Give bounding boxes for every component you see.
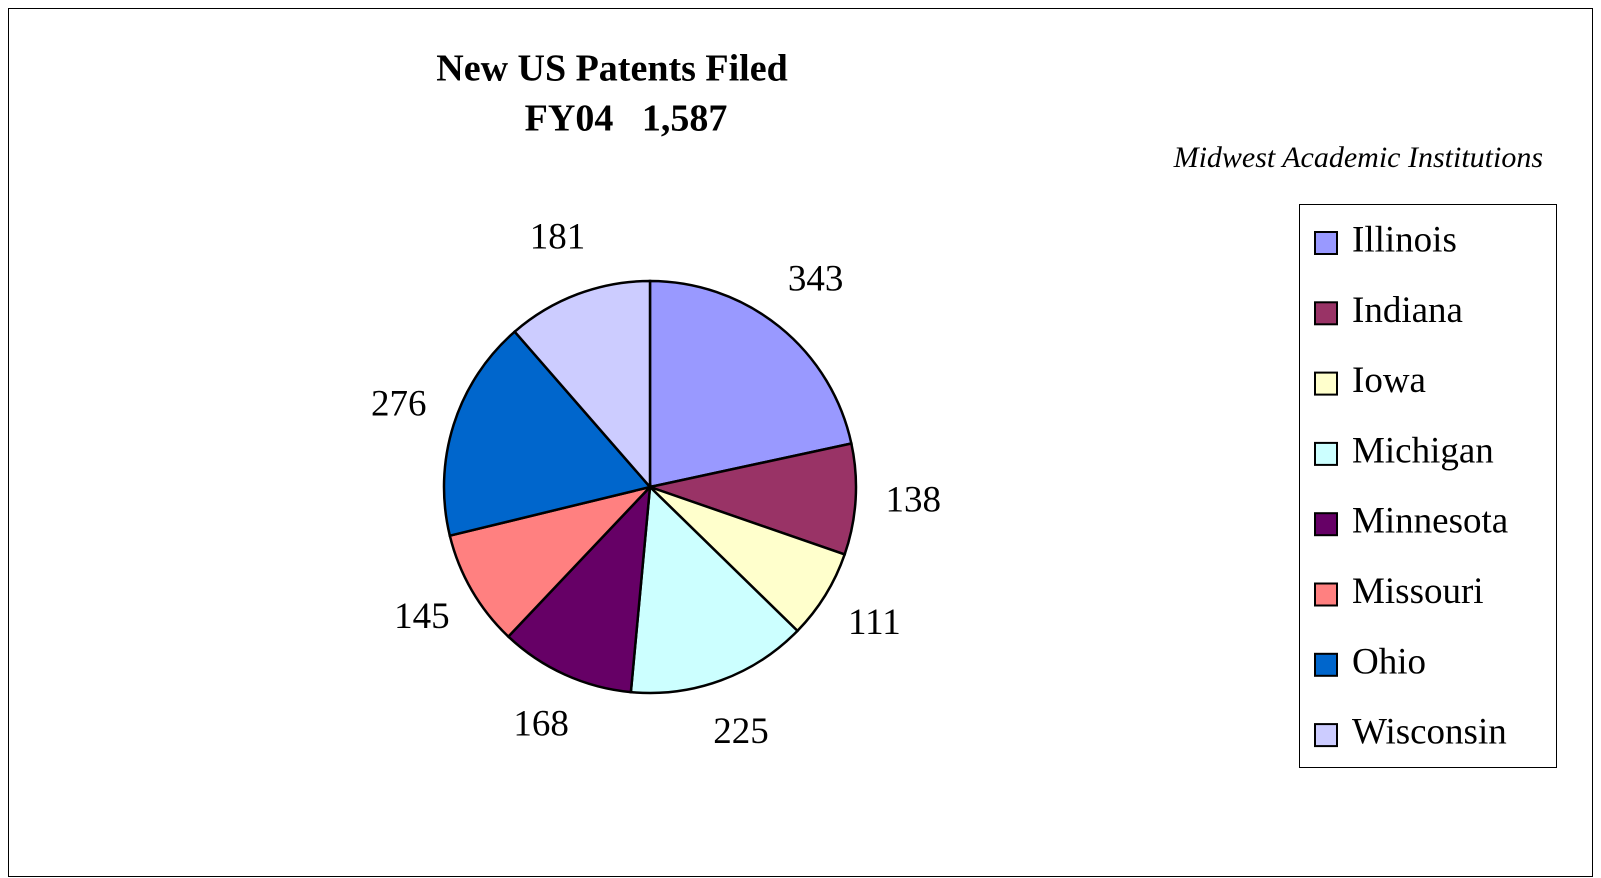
pie-slice bbox=[629, 484, 800, 695]
legend-swatch bbox=[1314, 512, 1338, 537]
pie-slice bbox=[506, 483, 652, 694]
legend-swatch bbox=[1314, 371, 1338, 396]
legend-label: Ohio bbox=[1352, 641, 1426, 682]
data-label: 168 bbox=[513, 704, 569, 745]
legend-swatch bbox=[1314, 441, 1338, 466]
data-label: 111 bbox=[848, 602, 901, 643]
pie-slice bbox=[645, 442, 858, 557]
pie-slice bbox=[442, 329, 653, 538]
legend-box bbox=[1299, 204, 1557, 768]
legend-label: Indiana bbox=[1352, 290, 1463, 331]
legend-swatch bbox=[1314, 723, 1338, 748]
pie-slice bbox=[512, 279, 652, 491]
legend-label: Minnesota bbox=[1352, 501, 1508, 542]
pie-slice bbox=[648, 279, 853, 489]
legend-label: Missouri bbox=[1352, 571, 1484, 612]
data-label: 181 bbox=[530, 217, 586, 258]
data-label: 145 bbox=[394, 596, 450, 637]
legend-swatch bbox=[1314, 301, 1338, 326]
data-label: 138 bbox=[885, 479, 941, 520]
legend-swatch bbox=[1314, 652, 1338, 677]
chart-subtitle: Midwest Academic Institutions bbox=[1173, 141, 1543, 174]
data-label: 343 bbox=[788, 258, 844, 299]
data-label: 225 bbox=[713, 711, 769, 752]
legend-swatch bbox=[1314, 582, 1338, 607]
chart-title: New US Patents Filed bbox=[436, 48, 787, 90]
legend-label: Illinois bbox=[1352, 219, 1457, 260]
legend-label: Wisconsin bbox=[1352, 712, 1507, 753]
data-label: 276 bbox=[371, 384, 427, 425]
chart-title: FY04 1,587 bbox=[525, 98, 728, 140]
legend-swatch bbox=[1314, 231, 1338, 255]
legend-label: Michigan bbox=[1352, 430, 1494, 471]
legend-label: Iowa bbox=[1352, 360, 1426, 401]
